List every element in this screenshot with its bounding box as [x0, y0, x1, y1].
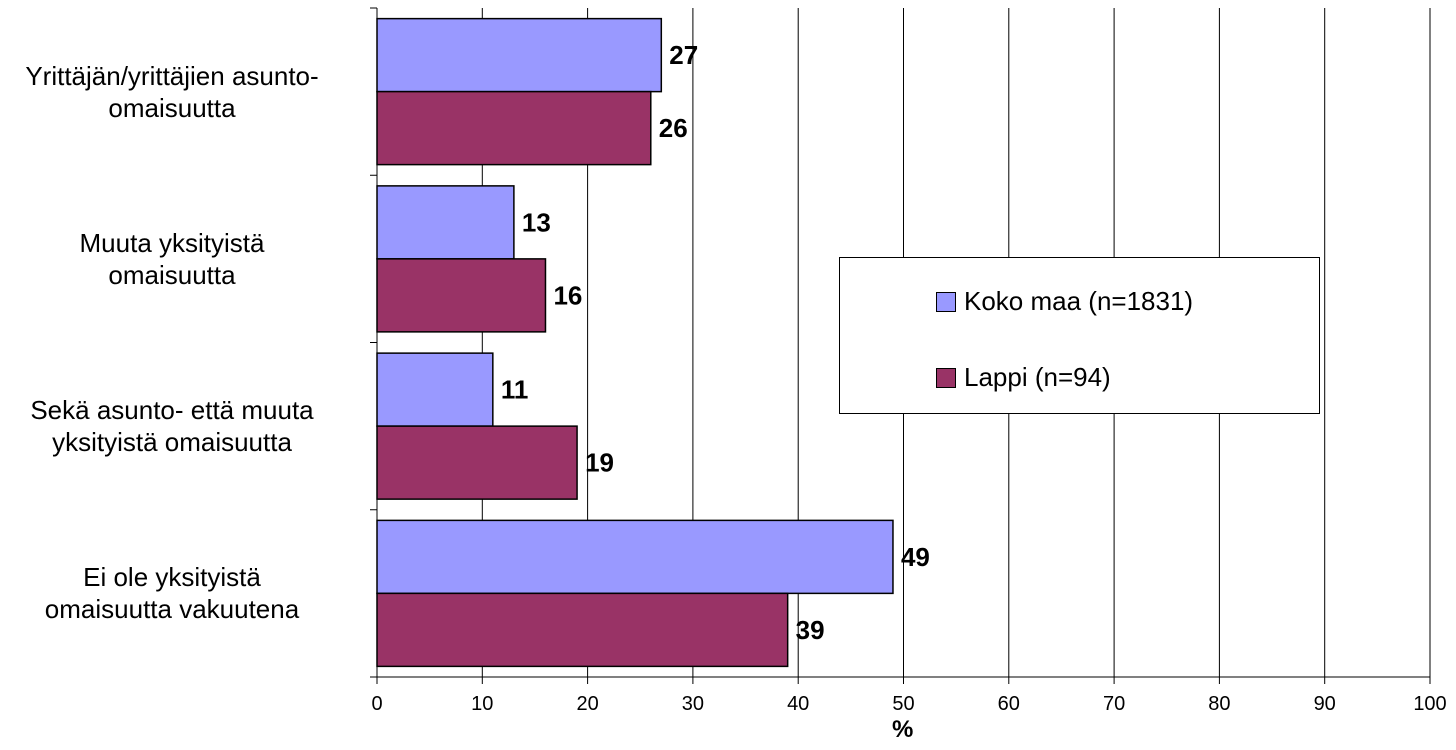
- x-tick-label: 80: [1208, 693, 1230, 715]
- legend-label-koko-maa: Koko maa (n=1831): [964, 286, 1194, 316]
- x-tick-label: 40: [787, 693, 809, 715]
- x-tick-label: 70: [1103, 693, 1125, 715]
- bar: [376, 519, 894, 595]
- bar: [376, 425, 578, 500]
- x-tick-label: 10: [471, 693, 493, 715]
- x-tick-label: 50: [892, 693, 914, 715]
- x-tick-label: 90: [1314, 693, 1336, 715]
- legend-label-lappi: Lappi (n=94): [964, 362, 1111, 392]
- legend-swatch-koko-maa: [936, 291, 956, 312]
- category-label: Ei ole yksityistä omaisuutta vakuutena: [44, 562, 300, 625]
- legend-swatch-lappi: [936, 367, 956, 388]
- data-label: 27: [669, 40, 698, 70]
- x-tick-label: 20: [576, 693, 598, 715]
- data-label: 26: [659, 113, 688, 143]
- data-label: 11: [501, 375, 528, 405]
- bar: [376, 90, 652, 166]
- bar: [376, 592, 789, 668]
- category-label: Sekä asunto- että muuta yksityistä omais…: [30, 395, 314, 458]
- bar: [376, 17, 663, 93]
- data-label: 19: [585, 448, 614, 478]
- category-label: Yrittäjän/yrittäjien asunto- omaisuutta: [25, 60, 319, 123]
- data-label: 39: [796, 615, 825, 645]
- x-tick-label: 0: [371, 693, 382, 715]
- legend-item-lappi: Lappi (n=94): [936, 362, 1111, 393]
- x-axis-title: %: [892, 716, 914, 743]
- bar: [376, 352, 494, 427]
- x-tick-label: 100: [1413, 693, 1446, 715]
- legend: Koko maa (n=1831) Lappi (n=94): [839, 257, 1320, 414]
- legend-item-koko-maa: Koko maa (n=1831): [936, 286, 1193, 317]
- bar: [376, 258, 547, 333]
- bar: [376, 185, 515, 260]
- data-label: 49: [901, 542, 930, 572]
- data-label: 13: [522, 207, 551, 237]
- x-tick-label: 30: [682, 693, 704, 715]
- x-tick-label: 60: [998, 693, 1020, 715]
- data-label: 16: [553, 280, 582, 310]
- category-label: Muuta yksityistä omaisuutta: [79, 227, 265, 290]
